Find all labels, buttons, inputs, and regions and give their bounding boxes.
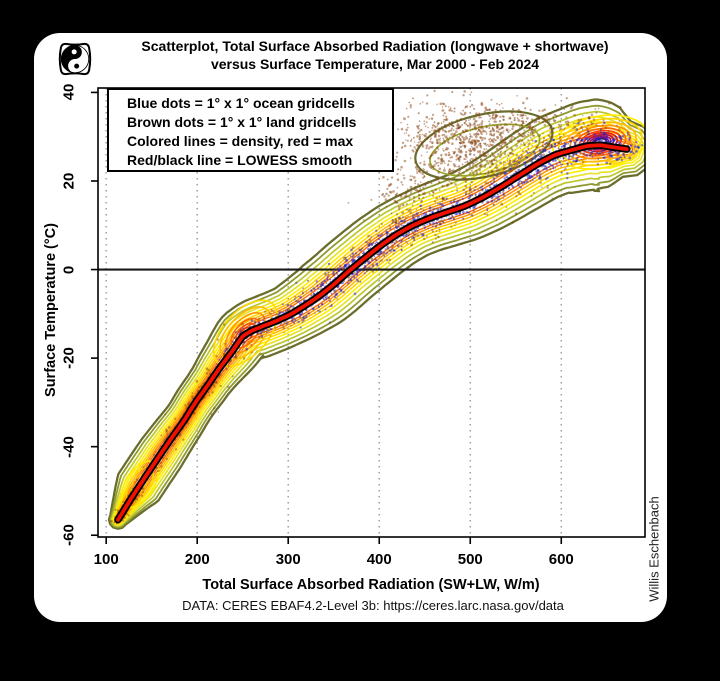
legend-box: Blue dots = 1° x 1° ocean gridcells Brow… <box>107 88 394 172</box>
lowess-line <box>116 143 629 522</box>
x-axis-label: Total Surface Absorbed Radiation (SW+LW,… <box>202 577 540 593</box>
legend-line-lowess: Red/black line = LOWESS smooth <box>127 152 353 168</box>
x-tick-label: 600 <box>548 551 574 568</box>
x-tick-label: 100 <box>93 551 119 568</box>
legend-line-land: Brown dots = 1° x 1° land gridcells <box>127 114 357 130</box>
y-tick-label: -60 <box>60 524 78 547</box>
legend-line-ocean: Blue dots = 1° x 1° ocean gridcells <box>127 95 355 111</box>
axis-ticks <box>91 91 563 544</box>
yin-eye <box>71 49 77 55</box>
x-tick-label: 400 <box>366 551 392 568</box>
x-tick-label: 300 <box>275 551 301 568</box>
yin-yang-black-half <box>61 45 82 73</box>
legend-line-density: Colored lines = density, red = max <box>127 133 354 149</box>
y-tick-label: 40 <box>60 84 78 101</box>
author-credit: Willis Eschenbach <box>646 496 662 602</box>
chart-title: Scatterplot, Total Surface Absorbed Radi… <box>70 37 680 73</box>
x-tick-label: 200 <box>184 551 210 568</box>
y-tick-label: 0 <box>60 265 78 274</box>
yang-eye <box>74 63 80 69</box>
y-tick-label: -20 <box>60 347 78 369</box>
chart-title-line2: versus Surface Temperature, Mar 2000 - F… <box>210 56 540 72</box>
x-tick-label: 500 <box>457 551 483 568</box>
y-axis-label: Surface Temperature (°C) <box>43 223 59 397</box>
y-tick-label: -40 <box>60 435 78 458</box>
data-source-caption: DATA: CERES EBAF4.2-Level 3b: https://ce… <box>182 598 564 613</box>
y-tick-label: 20 <box>60 172 78 190</box>
chart-title-line1: Scatterplot, Total Surface Absorbed Radi… <box>141 38 609 54</box>
yin-yang-logo <box>58 42 92 76</box>
